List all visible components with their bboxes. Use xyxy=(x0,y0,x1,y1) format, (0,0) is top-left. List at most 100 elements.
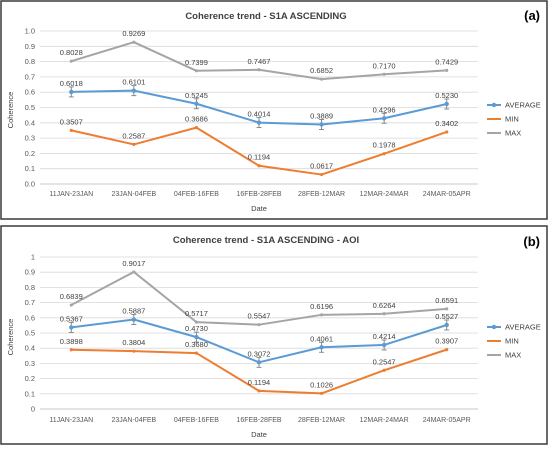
data-label-max: 0.9017 xyxy=(122,259,145,268)
x-tick-label: 16FEB-28FEB xyxy=(236,417,281,424)
data-label-min: 0.0617 xyxy=(310,162,333,171)
panel-a-plot: 0.0 0.1 0.2 0.3 0.4 0.5 0.6 0.7 0.8 0.9 1.0 11JAN-2… xyxy=(25,27,478,198)
data-label-average: 0.4014 xyxy=(248,110,271,119)
panel-b-label: (b) xyxy=(523,234,540,249)
x-tick-label: 28FEB-12MAR xyxy=(298,191,345,198)
data-label-average: 0.5527 xyxy=(435,312,458,321)
data-point-max xyxy=(194,320,199,324)
data-point-min xyxy=(445,130,449,134)
chart-panel-a: Coherence trend - S1A ASCENDING (a) Cohe… xyxy=(0,0,548,220)
y-tick-label: 0.7 xyxy=(25,298,35,307)
data-label-average: 0.6018 xyxy=(60,79,83,88)
x-tick-label: 16FEB-28FEB xyxy=(236,191,281,198)
x-tick-label: 12MAR-24MAR xyxy=(360,417,409,424)
data-label-average: 0.5245 xyxy=(185,91,208,100)
y-tick-label: 0.1 xyxy=(25,389,35,398)
data-point-min xyxy=(194,126,199,130)
legend-label-average: AVERAGE xyxy=(505,323,541,332)
data-label-max: 0.9269 xyxy=(122,29,145,38)
data-point-min xyxy=(132,349,136,353)
data-label-max: 0.7467 xyxy=(248,57,271,66)
data-point-max xyxy=(69,303,73,307)
data-point-max xyxy=(132,270,136,274)
data-label-max: 0.6839 xyxy=(60,292,83,301)
data-point-average xyxy=(131,88,137,93)
y-tick-label: 0.6 xyxy=(25,88,35,97)
y-tick-label: 0.4 xyxy=(25,344,35,353)
x-tick-label: 11JAN-23JAN xyxy=(49,417,93,424)
data-label-average: 0.4214 xyxy=(373,332,396,341)
x-tick-label: 04FEB-16FEB xyxy=(174,417,219,424)
y-tick-label: 0.8 xyxy=(25,283,35,292)
legend-label-max: MAX xyxy=(505,351,521,360)
y-tick-label: 0.0 xyxy=(25,180,35,189)
y-tick-label: 0.8 xyxy=(25,57,35,66)
data-point-average xyxy=(256,360,262,365)
x-tick-label: 11JAN-23JAN xyxy=(49,191,93,198)
data-point-max xyxy=(132,40,136,44)
data-point-average xyxy=(319,122,324,127)
data-label-min: 0.2547 xyxy=(373,357,396,366)
data-label-average: 0.5887 xyxy=(122,307,145,316)
legend-label-min: MIN xyxy=(505,337,519,346)
data-point-min xyxy=(257,164,261,168)
y-tick-label: 1.0 xyxy=(25,27,35,36)
y-tick-label: 0.5 xyxy=(25,103,35,112)
data-label-min: 0.3898 xyxy=(60,337,83,346)
y-tick-label: 0.2 xyxy=(25,374,35,383)
data-label-max: 0.6264 xyxy=(373,301,396,310)
data-point-max xyxy=(445,68,449,72)
data-label-max: 0.7429 xyxy=(435,57,458,66)
y-tick-label: 0.2 xyxy=(25,149,35,158)
data-point-min xyxy=(69,348,73,352)
data-point-average xyxy=(319,345,324,350)
y-tick-label: 0 xyxy=(31,405,35,414)
y-tick-label: 1 xyxy=(31,253,35,262)
data-point-min xyxy=(257,389,261,393)
data-point-max xyxy=(194,69,199,73)
data-point-average xyxy=(69,325,74,330)
data-point-average xyxy=(194,101,199,106)
data-point-max xyxy=(257,68,261,72)
y-tick-label: 0.9 xyxy=(25,268,35,277)
data-label-max: 0.7399 xyxy=(185,58,208,67)
panel-a-legend: AVERAGE MIN MAX xyxy=(487,101,541,138)
data-label-average: 0.4296 xyxy=(373,105,396,114)
data-point-max xyxy=(319,313,324,317)
y-tick-label: 0.6 xyxy=(25,313,35,322)
panel-a-xlabel: Date xyxy=(251,204,267,213)
data-point-max xyxy=(382,312,386,316)
data-label-min: 0.1026 xyxy=(310,380,333,389)
data-label-max: 0.6591 xyxy=(435,296,458,305)
data-label-average: 0.3072 xyxy=(248,349,271,358)
data-point-average xyxy=(194,334,199,340)
data-label-average: 0.5367 xyxy=(60,314,83,323)
panel-a-frame xyxy=(0,0,548,220)
data-point-max xyxy=(445,307,449,311)
data-point-min xyxy=(194,351,199,355)
data-label-max: 0.5547 xyxy=(248,312,271,321)
data-label-max: 0.6196 xyxy=(310,302,333,311)
panel-b-ylabel: Coherence xyxy=(6,319,15,356)
data-point-average xyxy=(381,116,387,121)
data-label-average: 0.3889 xyxy=(310,111,333,120)
y-tick-label: 0.1 xyxy=(25,164,35,173)
data-point-max xyxy=(69,59,73,63)
data-label-min: 0.3804 xyxy=(122,338,145,347)
data-point-min xyxy=(319,391,324,396)
data-label-min: 0.3507 xyxy=(60,117,83,126)
data-point-average xyxy=(444,101,449,107)
data-point-min xyxy=(132,142,136,147)
data-label-min: 0.1194 xyxy=(248,378,270,387)
y-tick-label: 0.5 xyxy=(25,329,35,338)
data-label-average: 0.5230 xyxy=(435,91,458,100)
data-label-average: 0.6101 xyxy=(122,78,145,87)
data-point-min xyxy=(69,128,73,132)
data-label-min: 0.1194 xyxy=(248,153,270,162)
panel-b-title: Coherence trend - S1A ASCENDING - AOI xyxy=(173,235,359,246)
panel-b-plot: 0 0.1 0.2 0.3 0.4 0.5 0.6 0.7 0.8 0.9 1 11JAN-23JAN… xyxy=(25,253,478,424)
legend-label-average: AVERAGE xyxy=(505,101,541,110)
legend-label-min: MIN xyxy=(505,115,519,124)
data-label-min: 0.2587 xyxy=(122,131,145,140)
x-tick-label: 04FEB-16FEB xyxy=(174,191,219,198)
